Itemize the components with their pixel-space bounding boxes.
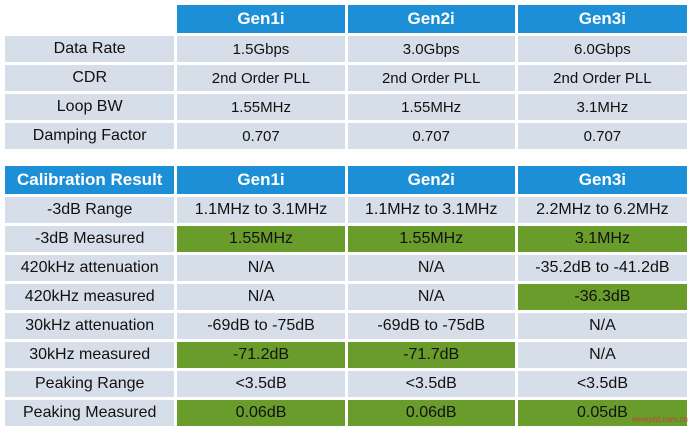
row-label: -3dB Measured: [5, 226, 175, 252]
highlighted-value-cell: 3.1MHz: [517, 226, 687, 252]
value-cell: 1.1MHz to 3.1MHz: [347, 197, 515, 223]
value-cell: 3.0Gbps: [347, 36, 515, 62]
table-row: 420kHz attenuation N/A N/A -35.2dB to -41.2…: [5, 255, 687, 281]
row-label: CDR: [5, 65, 175, 91]
value-cell: N/A: [177, 255, 345, 281]
highlighted-value-cell: 1.55MHz: [177, 226, 345, 252]
highlighted-value-cell: 0.05dB: [517, 400, 687, 426]
highlighted-value-cell: 1.55MHz: [347, 226, 515, 252]
value-cell: 2nd Order PLL: [347, 65, 515, 91]
column-header: Gen3i: [517, 166, 687, 194]
pll-spec-table: Gen1i Gen2i Gen3i Data Rate 1.5Gbps 3.0Gbps 6…: [2, 2, 690, 152]
value-cell: N/A: [347, 284, 515, 310]
value-cell: 0.707: [177, 123, 345, 149]
row-label: Data Rate: [5, 36, 175, 62]
value-cell: 1.55MHz: [177, 94, 345, 120]
value-cell: N/A: [517, 342, 687, 368]
table-row: Peaking Range <3.5dB <3.5dB <3.5dB: [5, 371, 687, 397]
column-header: Gen2i: [347, 166, 515, 194]
header-corner-cell: Calibration Result: [5, 166, 175, 194]
row-label: 420kHz attenuation: [5, 255, 175, 281]
value-cell: N/A: [517, 313, 687, 339]
column-header: Gen3i: [517, 5, 687, 33]
table-row: 420kHz measured N/A N/A -36.3dB: [5, 284, 687, 310]
value-cell: 2nd Order PLL: [177, 65, 345, 91]
value-cell: 2nd Order PLL: [517, 65, 687, 91]
row-label: Loop BW: [5, 94, 175, 120]
value-cell: -35.2dB to -41.2dB: [517, 255, 687, 281]
value-cell: N/A: [177, 284, 345, 310]
value-cell: 2.2MHz to 6.2MHz: [517, 197, 687, 223]
highlighted-value-cell: -71.7dB: [347, 342, 515, 368]
table-row: CDR 2nd Order PLL 2nd Order PLL 2nd Order P…: [5, 65, 687, 91]
row-label: Peaking Measured: [5, 400, 175, 426]
table-row: 30kHz attenuation -69dB to -75dB -69dB to …: [5, 313, 687, 339]
row-label: Peaking Range: [5, 371, 175, 397]
value-cell: <3.5dB: [347, 371, 515, 397]
value-cell: <3.5dB: [517, 371, 687, 397]
highlighted-value-cell: 0.06dB: [177, 400, 345, 426]
calibration-header-row: Calibration Result Gen1i Gen2i Gen3i: [5, 166, 687, 194]
table-row: Damping Factor 0.707 0.707 0.707: [5, 123, 687, 149]
value-cell: 1.5Gbps: [177, 36, 345, 62]
value-cell: 0.707: [347, 123, 515, 149]
row-label: 30kHz measured: [5, 342, 175, 368]
highlighted-value-cell: -71.2dB: [177, 342, 345, 368]
row-label: 420kHz measured: [5, 284, 175, 310]
value-cell: 6.0Gbps: [517, 36, 687, 62]
column-header: Gen1i: [177, 5, 345, 33]
row-label: 30kHz attenuation: [5, 313, 175, 339]
table-row: -3dB Measured 1.55MHz 1.55MHz 3.1MHz: [5, 226, 687, 252]
header-corner-cell: [5, 5, 175, 33]
value-cell: -69dB to -75dB: [177, 313, 345, 339]
value-cell: 1.55MHz: [347, 94, 515, 120]
table-row: Loop BW 1.55MHz 1.55MHz 3.1MHz: [5, 94, 687, 120]
calibration-result-table: Calibration Result Gen1i Gen2i Gen3i -3dB R…: [2, 163, 690, 429]
column-header: Gen2i: [347, 5, 515, 33]
value-cell: <3.5dB: [177, 371, 345, 397]
spec-header-row: Gen1i Gen2i Gen3i: [5, 5, 687, 33]
value-cell: -69dB to -75dB: [347, 313, 515, 339]
value-cell: 3.1MHz: [517, 94, 687, 120]
value-cell: N/A: [347, 255, 515, 281]
spec-table-body: Data Rate 1.5Gbps 3.0Gbps 6.0Gbps CDR 2nd Ord…: [5, 36, 687, 149]
highlighted-value-cell: 0.06dB: [347, 400, 515, 426]
table-row: Data Rate 1.5Gbps 3.0Gbps 6.0Gbps: [5, 36, 687, 62]
table-row: 30kHz measured -71.2dB -71.7dB N/A: [5, 342, 687, 368]
calibration-table-body: -3dB Range 1.1MHz to 3.1MHz 1.1MHz to 3.1M…: [5, 197, 687, 426]
row-label: Damping Factor: [5, 123, 175, 149]
column-header: Gen1i: [177, 166, 345, 194]
value-cell: 0.707: [517, 123, 687, 149]
value-cell: 1.1MHz to 3.1MHz: [177, 197, 345, 223]
watermark: eeworld.com.cn: [631, 415, 688, 424]
table-row: -3dB Range 1.1MHz to 3.1MHz 1.1MHz to 3.1M…: [5, 197, 687, 223]
highlighted-value-cell: -36.3dB: [517, 284, 687, 310]
row-label: -3dB Range: [5, 197, 175, 223]
table-row: Peaking Measured 0.06dB 0.06dB 0.05dB: [5, 400, 687, 426]
